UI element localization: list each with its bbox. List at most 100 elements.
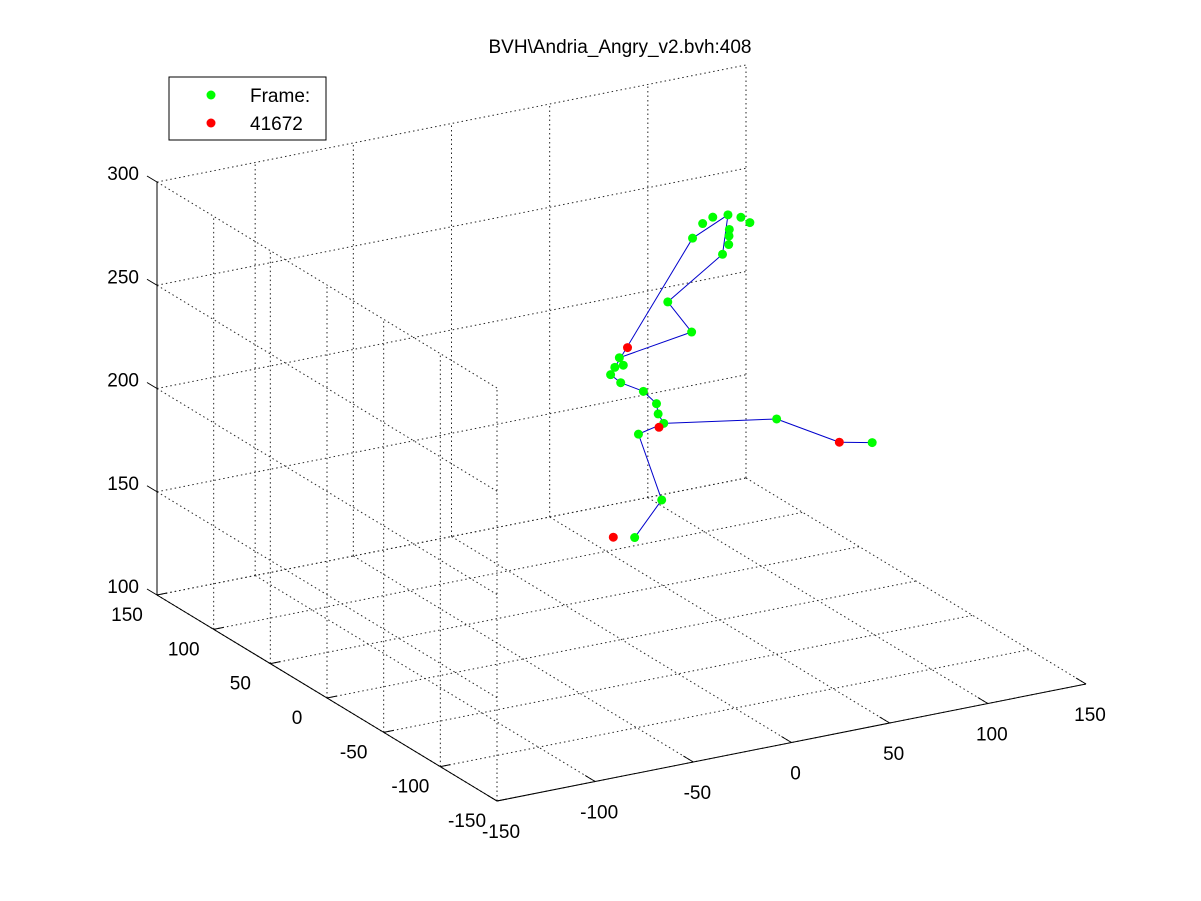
grid-line-floor-y: [213, 511, 803, 630]
grid-line-left-z: [156, 388, 498, 595]
frame-joint-marker: [772, 414, 782, 424]
frame-joint-marker: [657, 495, 667, 505]
frame-joint-marker: [687, 327, 697, 337]
y-tick-mark: [270, 661, 281, 665]
x-tick-mark: [781, 736, 792, 743]
frame-joint-marker: [718, 249, 728, 259]
grid-line-back-z: [156, 271, 747, 389]
z-tick-mark: [146, 485, 158, 493]
x-tick-mark: [683, 755, 694, 763]
y-tick-mark: [440, 764, 451, 768]
skeleton-bone: [667, 253, 723, 303]
y-tick-mark: [383, 729, 394, 733]
skeleton-bone: [692, 214, 729, 239]
frame-joint-marker: [724, 231, 734, 241]
z-tick-mark: [146, 382, 158, 389]
legend-label-frame: Frame:: [250, 86, 310, 107]
legend-label-highlight: 41672: [250, 114, 303, 135]
x-tick-label: -50: [684, 783, 711, 804]
z-tick-mark: [146, 278, 158, 286]
frame-joint-marker: [616, 378, 626, 388]
frame-joint-marker: [606, 370, 616, 380]
skeleton-bone: [619, 331, 692, 359]
grid-line-floor-y: [270, 546, 860, 665]
frame-joint-marker: [630, 533, 640, 543]
grid-line-floor-y: [326, 580, 917, 699]
y-tick-mark: [213, 626, 224, 630]
y-tick-label: -50: [340, 742, 367, 763]
grid-lines: [156, 64, 1087, 802]
frame-joint-marker: [614, 353, 624, 363]
grid-line-floor-x: [549, 516, 890, 724]
frame-joint-marker: [638, 386, 648, 396]
frame-joint-marker: [610, 362, 620, 372]
chart-title: BVH\Andria_Angry_v2.bvh:408: [489, 37, 752, 58]
x-tick-label: 50: [883, 744, 904, 765]
axes: [146, 175, 1087, 802]
z-tick-label: 200: [107, 371, 139, 392]
frame-joint-marker: [653, 409, 663, 419]
frame-joint-marker: [708, 212, 718, 222]
grid-line-floor-y: [440, 649, 1030, 768]
z-tick-mark: [146, 175, 158, 183]
grid-line-floor-x: [745, 477, 1087, 685]
y-tick-label: 0: [292, 708, 303, 729]
frame-joint-marker: [688, 233, 698, 243]
skeleton-joints: [606, 210, 877, 543]
x-tick-label: 100: [976, 725, 1008, 746]
legend: Frame: 41672: [168, 76, 327, 141]
frame-joint-marker: [724, 240, 734, 250]
legend-marker-highlight: [206, 118, 216, 128]
skeleton-bone: [663, 418, 777, 424]
highlight-joint-marker: [608, 532, 618, 542]
grid-line-left-z: [156, 284, 498, 492]
skeleton-bone: [776, 418, 840, 443]
z-tick-label: 100: [107, 577, 139, 598]
frame-joint-marker: [633, 429, 643, 439]
x-tick-mark: [584, 775, 596, 782]
grid-line-back-z: [156, 64, 747, 183]
skeleton-bone: [667, 301, 693, 333]
tick-labels: -150 -100 -50 0 50 100 150 -150 -100 -50 0 50 100 150…: [107, 164, 1106, 843]
highlight-joint-marker: [623, 343, 633, 353]
x-tick-mark: [486, 794, 498, 802]
x-tick-label: -150: [482, 822, 520, 843]
grid-line-floor-x: [353, 555, 694, 763]
frame-joint-marker: [663, 297, 673, 307]
grid-line-floor-y: [383, 614, 973, 733]
frame-joint-marker: [745, 218, 755, 228]
z-tick-mark: [146, 588, 158, 596]
skeleton-bone: [634, 499, 663, 538]
highlight-joint-marker: [654, 422, 664, 432]
skeleton-bone: [637, 433, 663, 501]
frame-joint-marker: [724, 224, 734, 234]
legend-box: [168, 76, 327, 141]
y-tick-label: 50: [230, 674, 251, 695]
grid-line-back-z: [156, 167, 747, 286]
x-tick-label: 150: [1074, 705, 1106, 726]
x-tick-label: -100: [580, 803, 618, 824]
grid-line-left-z: [156, 181, 498, 389]
grid-line-back-z: [156, 374, 747, 493]
z-tick-label: 150: [107, 474, 139, 495]
skeleton-bones: [610, 214, 873, 538]
grid-line-left-z: [156, 491, 498, 699]
grid-line-floor-x: [451, 536, 792, 743]
frame-joint-marker: [867, 438, 877, 448]
x-tick-mark: [977, 697, 989, 704]
grid-line-back-z: [156, 477, 747, 596]
frame-joint-marker: [736, 212, 746, 222]
x-tick-label: 0: [790, 764, 801, 785]
y-tick-mark: [156, 592, 168, 596]
frame-joint-marker: [723, 210, 733, 220]
frame-joint-marker: [698, 219, 708, 229]
y-tick-mark: [326, 695, 338, 699]
x-tick-mark: [879, 716, 890, 724]
y-tick-label: 150: [111, 605, 143, 626]
y-tick-label: -150: [448, 811, 486, 832]
y-tick-mark: [496, 798, 508, 802]
frame-joint-marker: [618, 360, 628, 370]
z-tick-label: 300: [107, 164, 139, 185]
highlight-joint-marker: [834, 437, 844, 447]
